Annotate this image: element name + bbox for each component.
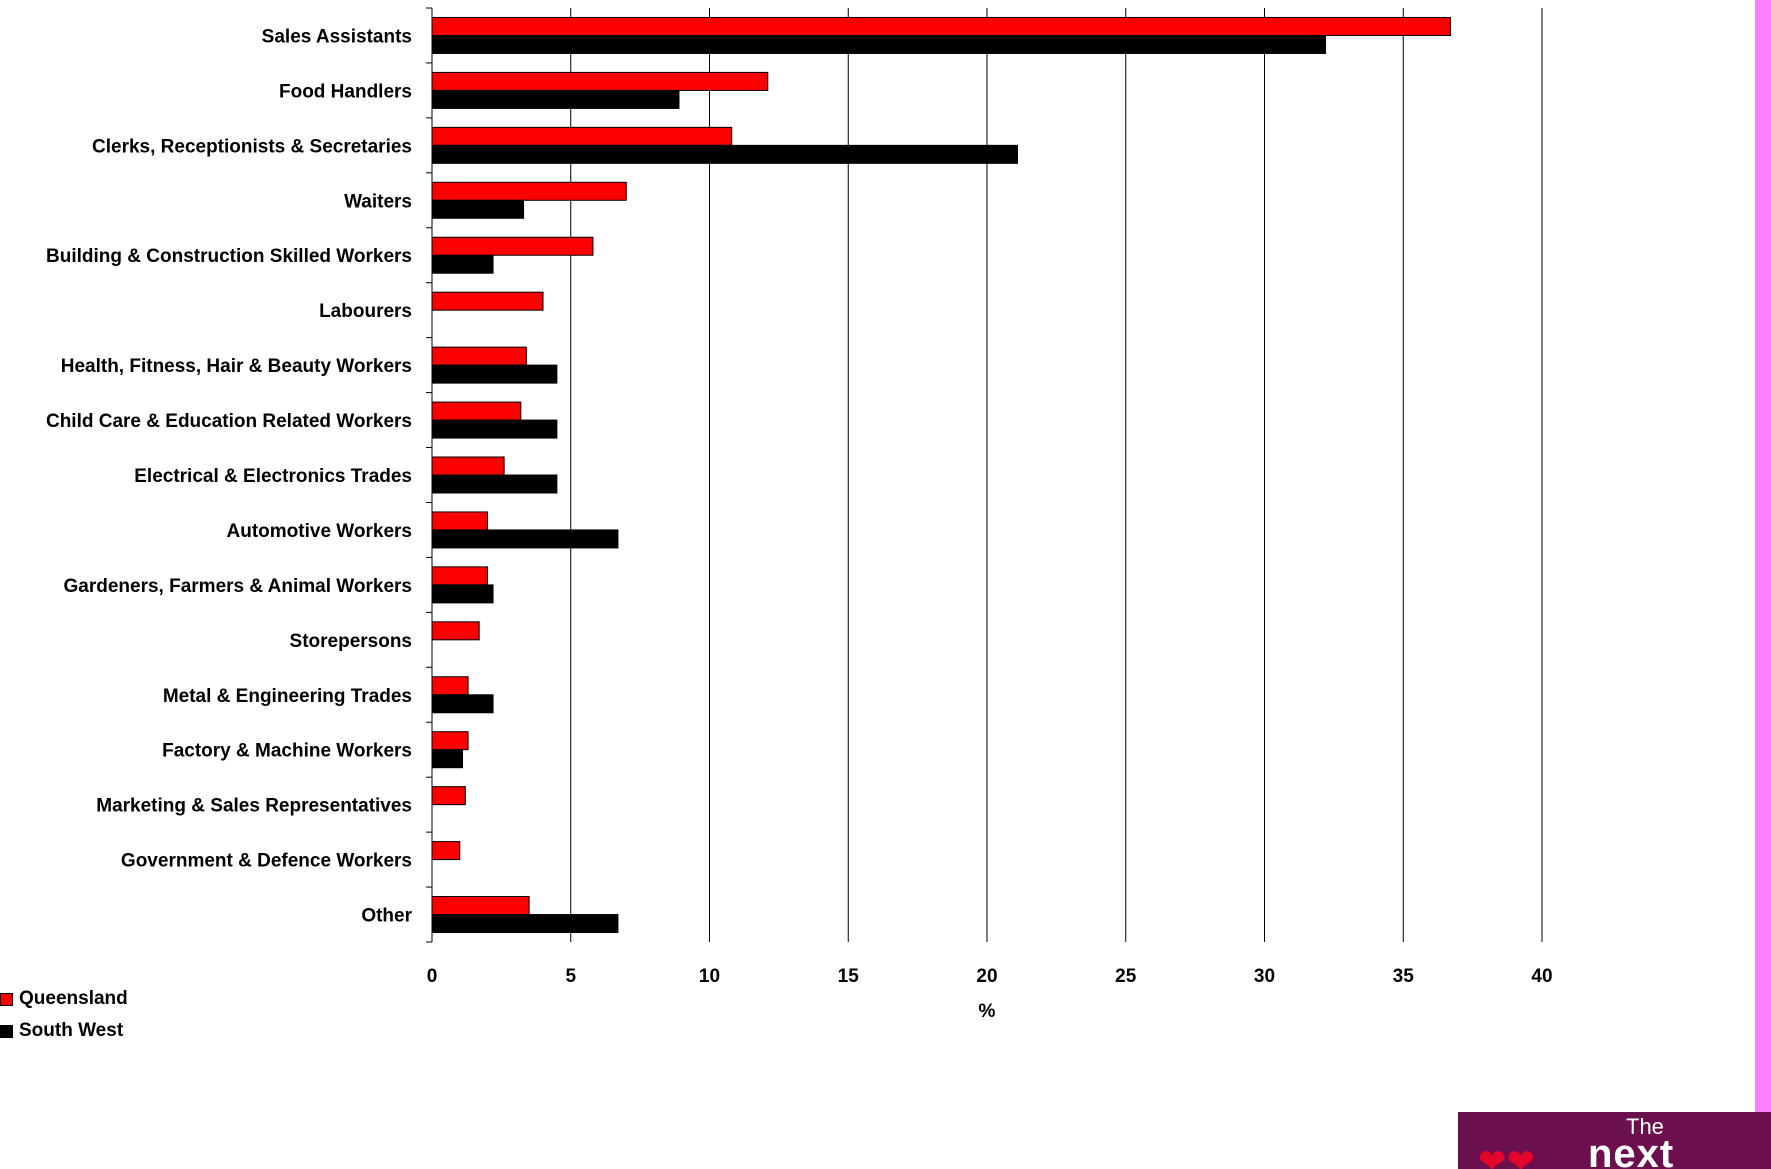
- x-tick-label-10: 10: [699, 966, 720, 987]
- category-label-health-fitness-hair-and-beauty-workers: Health, Fitness, Hair & Beauty Workers: [61, 356, 412, 377]
- bar-queensland-waiters: [431, 181, 627, 201]
- category-label-waiters: Waiters: [344, 191, 412, 212]
- category-label-child-care-and-education-related-workers: Child Care & Education Related Workers: [46, 411, 412, 432]
- x-tick-label-40: 40: [1531, 966, 1552, 987]
- category-label-factory-and-machine-workers: Factory & Machine Workers: [162, 741, 412, 762]
- x-tick-label-0: 0: [427, 966, 438, 987]
- axes: [426, 7, 433, 943]
- nextstep-logo: ❤❤ The next: [1458, 1112, 1771, 1169]
- bar-south-west-waiters: [431, 199, 525, 219]
- x-tick-label-35: 35: [1393, 966, 1415, 987]
- bar-queensland-other: [431, 896, 530, 916]
- bar-queensland-electrical-and-electronics-trades: [431, 456, 505, 476]
- x-tick-label-15: 15: [838, 966, 860, 987]
- category-label-sales-assistants: Sales Assistants: [262, 26, 412, 47]
- category-label-clerks-receptionists-and-secretaries: Clerks, Receptionists & Secretaries: [92, 136, 412, 157]
- category-label-gardeners-farmers-and-animal-workers: Gardeners, Farmers & Animal Workers: [64, 576, 412, 597]
- category-label-food-handlers: Food Handlers: [279, 81, 412, 102]
- tick-labels: 0 5 10 15 20 25 30 35 40: [427, 966, 1553, 987]
- category-label-electrical-and-electronics-trades: Electrical & Electronics Trades: [134, 466, 412, 487]
- bar-queensland-marketing-and-sales-representatives: [431, 786, 466, 806]
- bar-south-west-building-and-construction-skilled-workers: [431, 254, 494, 274]
- category-label-storepersons: Storepersons: [290, 631, 412, 652]
- logo-next-text: next: [1588, 1132, 1675, 1169]
- legend-item-queensland: Queensland: [0, 983, 128, 1015]
- bar-queensland-sales-assistants: [431, 16, 1451, 36]
- category-label-labourers: Labourers: [319, 301, 412, 322]
- x-tick-label-25: 25: [1115, 966, 1137, 987]
- category-label-government-and-defence-workers: Government & Defence Workers: [121, 851, 412, 872]
- category-label-marketing-and-sales-representatives: Marketing & Sales Representatives: [96, 796, 412, 817]
- legend-swatch-south-west: [0, 1024, 13, 1038]
- bar-queensland-child-care-and-education-related-workers: [431, 401, 522, 421]
- bar-queensland-health-fitness-hair-and-beauty-workers: [431, 346, 527, 366]
- legend-item-south-west: South West: [0, 1015, 128, 1047]
- bar-queensland-gardeners-farmers-and-animal-workers: [431, 566, 488, 586]
- x-tick-label-20: 20: [976, 966, 997, 987]
- legend-swatch-queensland: [0, 992, 13, 1006]
- x-tick-label-5: 5: [565, 966, 576, 987]
- bars: [431, 16, 1451, 934]
- bar-queensland-storepersons: [431, 621, 480, 641]
- bar-south-west-factory-and-machine-workers: [431, 749, 464, 769]
- category-label-automotive-workers: Automotive Workers: [227, 521, 412, 542]
- bar-queensland-building-and-construction-skilled-workers: [431, 236, 594, 256]
- bar-queensland-labourers: [431, 291, 544, 311]
- bar-south-west-child-care-and-education-related-workers: [431, 419, 558, 439]
- category-label-other: Other: [361, 906, 412, 927]
- bar-queensland-food-handlers: [431, 71, 769, 91]
- x-axis-title: %: [979, 1001, 996, 1022]
- bar-south-west-food-handlers: [431, 89, 680, 109]
- bar-queensland-government-and-defence-workers: [431, 841, 461, 861]
- legend-label-south-west: South West: [19, 1020, 124, 1041]
- bar-south-west-sales-assistants: [431, 34, 1327, 54]
- bar-south-west-metal-and-engineering-trades: [431, 694, 494, 714]
- bar-south-west-electrical-and-electronics-trades: [431, 474, 558, 494]
- x-tick-label-30: 30: [1254, 966, 1275, 987]
- accent-strip: [1755, 0, 1771, 1169]
- bar-south-west-clerks-receptionists-and-secretaries: [431, 144, 1019, 164]
- logo-the-text: The: [1626, 1114, 1664, 1139]
- legend: Queensland South West: [0, 983, 128, 1047]
- bar-south-west-automotive-workers: [431, 529, 619, 549]
- heart-icon: ❤❤: [1478, 1143, 1535, 1169]
- bar-queensland-clerks-receptionists-and-secretaries: [431, 126, 733, 146]
- category-label-building-and-construction-skilled-workers: Building & Construction Skilled Workers: [46, 246, 412, 267]
- bar-queensland-automotive-workers: [431, 511, 488, 531]
- legend-label-queensland: Queensland: [19, 988, 128, 1009]
- category-label-metal-and-engineering-trades: Metal & Engineering Trades: [163, 686, 412, 707]
- bar-south-west-other: [431, 914, 619, 934]
- bar-queensland-metal-and-engineering-trades: [431, 676, 469, 696]
- category-labels: Sales Assistants Food Handlers Clerks, Rec…: [46, 26, 413, 926]
- bar-south-west-gardeners-farmers-and-animal-workers: [431, 584, 494, 604]
- bar-queensland-factory-and-machine-workers: [431, 731, 469, 751]
- bar-south-west-health-fitness-hair-and-beauty-workers: [431, 364, 558, 384]
